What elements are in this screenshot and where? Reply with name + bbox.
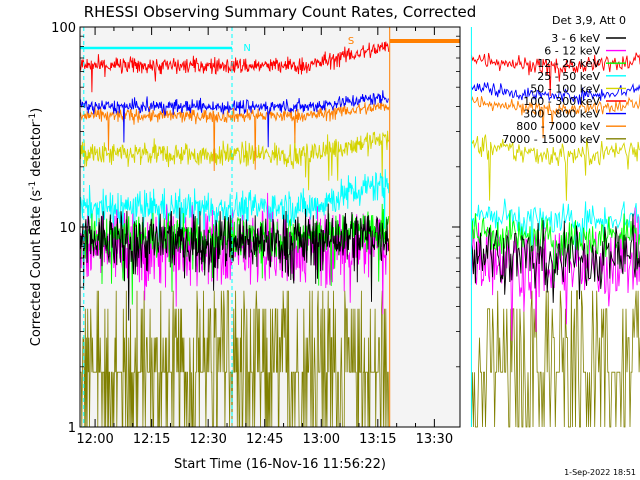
- flag-label-s: S: [348, 36, 354, 47]
- y-tick-label: 100: [51, 21, 76, 36]
- x-axis-label: Start Time (16-Nov-16 11:56:22): [174, 457, 386, 472]
- series-line-7000-15000-kev: [471, 290, 640, 428]
- series-line-800-7000-kev: [470, 94, 640, 139]
- legend-label: 3 - 6 keV: [551, 32, 600, 45]
- legend-label: 800 - 7000 keV: [516, 120, 600, 133]
- legend-label: 100 - 300 keV: [523, 95, 600, 108]
- series-line-25-50-kev: [470, 198, 640, 264]
- flag-label-n: N: [243, 43, 250, 54]
- timestamp: 1-Sep-2022 18:51: [564, 468, 636, 477]
- legend-label: 12 - 25 keV: [537, 57, 600, 70]
- chart-title: RHESSI Observing Summary Count Rates, Co…: [84, 3, 477, 21]
- x-tick-label: 12:15: [133, 432, 170, 447]
- series-line-50-100-kev: [471, 134, 640, 201]
- legend-label: 7000 - 15000 keV: [502, 133, 600, 146]
- series-line-100-300-kev: [79, 41, 390, 93]
- legend-label: 300 - 800 keV: [523, 108, 600, 121]
- y-axis-label: Corrected Count Rate (s-1 detector-1): [28, 108, 44, 346]
- x-tick-label: 12:30: [189, 432, 226, 447]
- series-line-25-50-kev: [79, 169, 390, 263]
- series-line-12-25-kev: [470, 210, 640, 282]
- series-line-3-6-kev: [79, 203, 390, 321]
- series-line-7000-15000-kev: [80, 290, 390, 428]
- series-line-300-800-kev: [470, 82, 640, 105]
- x-tick-label: 13:00: [303, 432, 340, 447]
- axes: 1 10 100 12:00 12:15 12:30 12:45 13:00 13:15 13:3…: [51, 21, 461, 447]
- y-tick-label: 1: [68, 421, 76, 436]
- series-line-100-300-kev: [470, 52, 640, 97]
- y-tick-label: 10: [59, 221, 76, 236]
- series-line-300-800-kev: [79, 90, 389, 148]
- x-tick-label: 12:45: [246, 432, 283, 447]
- x-tick-label: 13:30: [416, 432, 453, 447]
- series-line-3-6-kev: [470, 213, 640, 303]
- series-line-50-100-kev: [79, 130, 390, 191]
- series-line-800-7000-kev: [79, 102, 390, 172]
- series-line-12-25-kev: [79, 203, 390, 305]
- x-tick-label: 13:15: [359, 432, 396, 447]
- legend-label: 50 - 100 keV: [530, 82, 600, 95]
- x-tick-label: 12:00: [76, 432, 113, 447]
- legend-label: 25 - 50 keV: [537, 70, 600, 83]
- legend-title: Det 3,9, Att 0: [552, 14, 626, 27]
- legend-label: 6 - 12 keV: [544, 45, 600, 58]
